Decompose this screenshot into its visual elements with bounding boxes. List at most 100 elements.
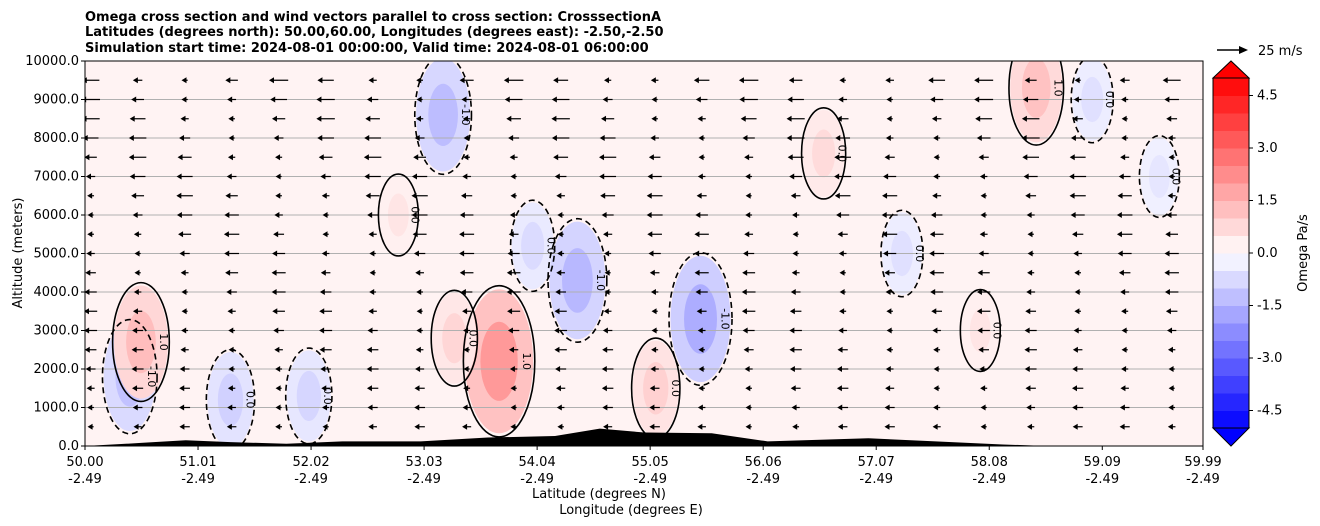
wind-vector-head bbox=[602, 404, 608, 411]
contour-label: 0.0 bbox=[669, 380, 682, 398]
contour-label: 0.0 bbox=[991, 322, 1004, 340]
wind-vector-head bbox=[980, 192, 986, 199]
wind-vector-head bbox=[510, 404, 516, 411]
wind-vector-head bbox=[507, 327, 513, 334]
wind-vector-head bbox=[416, 308, 422, 315]
wind-vector-head bbox=[556, 192, 562, 199]
wind-vector-head bbox=[1117, 250, 1123, 257]
wind-vector-head bbox=[791, 404, 797, 411]
wind-vector-head bbox=[929, 269, 935, 276]
wind-vector-head bbox=[320, 269, 326, 276]
wind-vector-head bbox=[975, 115, 981, 122]
wind-vector-head bbox=[226, 173, 232, 180]
y-tick-label: 7000.0 bbox=[34, 170, 80, 185]
wind-vector-head bbox=[693, 77, 699, 84]
wind-vector-head bbox=[651, 308, 657, 315]
wind-vector-head bbox=[744, 154, 750, 161]
wind-vector-head bbox=[181, 308, 187, 315]
wind-vector-head bbox=[363, 154, 369, 161]
wind-vector-head bbox=[462, 423, 468, 430]
wind-vector-head bbox=[838, 327, 844, 334]
colorbar-band bbox=[1213, 235, 1249, 254]
x-tick-label-lat: 51.01 bbox=[179, 455, 216, 470]
wind-vector-head bbox=[1119, 404, 1125, 411]
wind-vector-head bbox=[1120, 289, 1126, 295]
wind-vector-head bbox=[1167, 327, 1173, 334]
wind-vector-head bbox=[884, 269, 890, 276]
wind-vector-head bbox=[1072, 346, 1078, 353]
wind-vector-head bbox=[181, 327, 187, 334]
wind-vector-head bbox=[462, 404, 468, 411]
wind-vector-head bbox=[603, 231, 609, 238]
x-tick-label-lon: -2.49 bbox=[859, 472, 893, 487]
wind-vector-head bbox=[461, 96, 467, 103]
wind-vector-head bbox=[650, 289, 656, 295]
wind-vector-head bbox=[1165, 308, 1171, 315]
wind-vector-head bbox=[131, 366, 137, 372]
wind-vector-head bbox=[556, 269, 562, 276]
wind-vector-head bbox=[507, 308, 513, 315]
wind-vector-head bbox=[459, 231, 465, 238]
wind-vector-head bbox=[366, 96, 372, 103]
wind-vector-head bbox=[1121, 115, 1127, 122]
chart-title-line-1: Omega cross section and wind vectors par… bbox=[85, 10, 661, 25]
wind-vector-head bbox=[368, 77, 374, 84]
wind-vector-head bbox=[1121, 346, 1127, 353]
wind-vector-head bbox=[86, 250, 92, 257]
wind-vector-head bbox=[979, 173, 985, 180]
wind-vector-head bbox=[322, 404, 328, 411]
contour-line bbox=[101, 318, 158, 435]
colorbar-tick-label: 3.0 bbox=[1257, 141, 1278, 156]
wind-vector-head bbox=[132, 308, 138, 315]
x-tick-label-lon: -2.49 bbox=[633, 472, 667, 487]
omega-core bbox=[684, 284, 718, 354]
y-tick-label: 2000.0 bbox=[34, 362, 80, 377]
wind-vector-head bbox=[787, 154, 793, 161]
wind-vector-head bbox=[697, 423, 703, 430]
wind-vector-head bbox=[369, 269, 375, 276]
wind-vector-head bbox=[646, 192, 652, 199]
wind-vector-head bbox=[179, 385, 185, 392]
terrain bbox=[85, 428, 1048, 446]
wind-vector-head bbox=[698, 366, 704, 372]
wind-vector-head bbox=[1166, 212, 1172, 218]
x-tick-label-lon: -2.49 bbox=[294, 472, 328, 487]
wind-vector-head bbox=[834, 192, 840, 199]
wind-vector-head bbox=[603, 308, 609, 315]
wind-vector-head bbox=[1168, 385, 1174, 392]
wind-vector-head bbox=[228, 346, 234, 353]
wind-vector-head bbox=[651, 346, 657, 353]
wind-vector-head bbox=[225, 269, 231, 276]
wind-vector-head bbox=[744, 231, 750, 238]
x-tick-label-lat: 59.09 bbox=[1084, 455, 1121, 470]
y-tick-label: 10000.0 bbox=[25, 54, 79, 69]
wind-vector-head bbox=[317, 77, 323, 84]
plot-area: -1.0 1.0 0.0 0.0 -1.0 1.0 0.0 0.0 -1.0 -1.0 0.0 0.0… bbox=[85, 61, 1203, 446]
wind-vector-head bbox=[506, 289, 512, 295]
colorbar-bands bbox=[1213, 78, 1249, 429]
wind-vector-head bbox=[415, 115, 421, 122]
wind-vector-head bbox=[128, 135, 134, 141]
contour-line bbox=[1070, 61, 1115, 144]
wind-vector-head bbox=[979, 366, 985, 372]
wind-vector-head bbox=[837, 231, 843, 238]
wind-vector-head bbox=[415, 346, 421, 353]
wind-vector-head bbox=[316, 96, 322, 103]
wind-vector-head bbox=[132, 385, 138, 392]
wind-vector-head bbox=[695, 96, 701, 103]
wind-vector-head bbox=[553, 154, 559, 161]
x-tick-label-lat: 57.07 bbox=[858, 455, 895, 470]
wind-vector-head bbox=[1168, 154, 1174, 161]
wind-vector-head bbox=[1069, 173, 1075, 180]
wind-vector-head bbox=[739, 96, 745, 103]
wind-vector-head bbox=[601, 115, 607, 122]
wind-vector-head bbox=[506, 115, 512, 122]
wind-vector-head bbox=[129, 173, 135, 180]
wind-vector-head bbox=[928, 77, 934, 84]
wind-vector-head bbox=[1118, 269, 1124, 276]
wind-vector-head bbox=[463, 366, 469, 372]
wind-vector-head bbox=[1072, 385, 1078, 392]
wind-vector-head bbox=[131, 96, 137, 103]
wind-vector-head bbox=[366, 346, 372, 353]
wind-vector-head bbox=[786, 115, 792, 122]
